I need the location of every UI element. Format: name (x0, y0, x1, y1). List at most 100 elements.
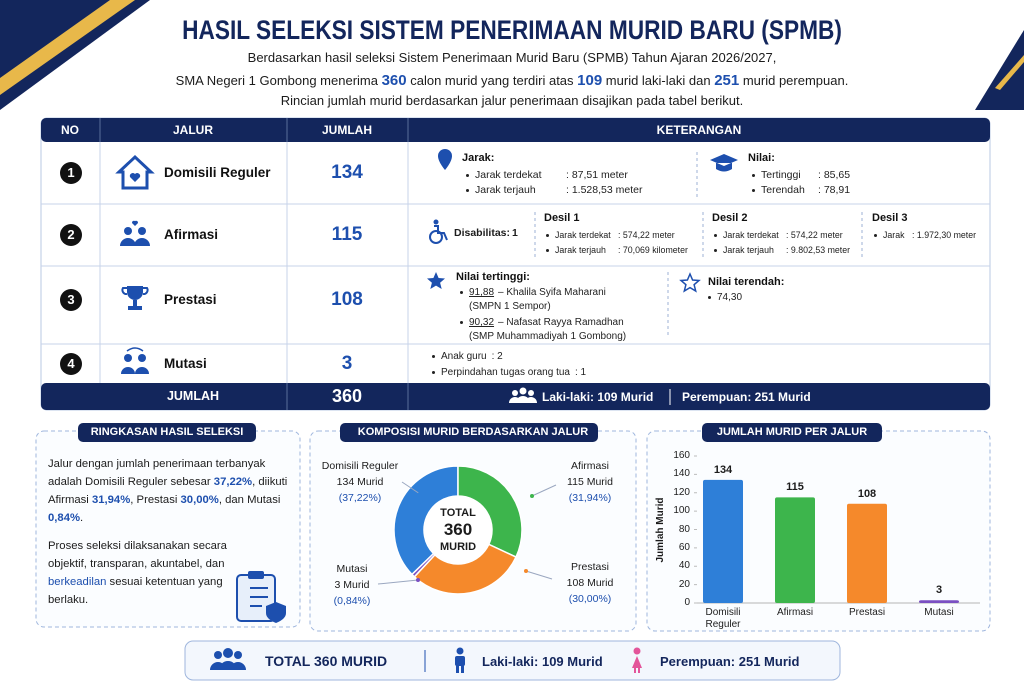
item-label: Jarak (883, 230, 905, 240)
group-title: Nilai tertinggi: (456, 271, 530, 283)
center-label: MURID (439, 541, 477, 553)
footer-total: TOTAL 360 MURID (265, 653, 388, 669)
pie-percent-label: (0,84%) (333, 595, 371, 607)
detail-item: Terendah (752, 184, 805, 197)
trophy-icon (121, 286, 149, 310)
footer-female: Perempuan: 251 Murid (660, 654, 800, 669)
page-title: HASIL SELEKSI SISTEM PENERIMAAN MURID BA… (182, 15, 842, 45)
pie-percent-label: (31,94%) (568, 492, 612, 504)
table-header-bg (41, 118, 990, 142)
pie-label: Prestasi (571, 561, 609, 573)
text-segment: Proses seleksi dilaksanakan secara objek… (48, 540, 227, 570)
item-value: : 9.802,53 meter (786, 245, 851, 255)
intro-line: SMA Negeri 1 Gombong menerima 360 calon … (176, 72, 849, 90)
item-value: : 574,22 meter (618, 230, 675, 240)
item-value: : 1.972,30 meter (912, 230, 977, 240)
highlight: 360 (381, 72, 407, 89)
pie-slice (393, 465, 459, 576)
group-title: Desil 3 (872, 212, 908, 224)
row-number: 3 (67, 292, 75, 307)
x-tick-label: Domisili Reguler (705, 607, 741, 630)
house-icon (115, 154, 155, 190)
item-label: Terendah (761, 184, 805, 196)
leader-dot (524, 569, 528, 573)
text-segment: . (80, 512, 84, 524)
highlight: 251 (714, 72, 740, 89)
row-icons (115, 149, 738, 403)
y-tick-label: 40 (678, 560, 690, 572)
leader-line (531, 484, 557, 497)
bullet (432, 354, 435, 358)
column-header: KETERANGAN (656, 123, 742, 137)
center-label: 360 (443, 520, 473, 539)
pie-value-label: 3 Murid (334, 579, 370, 591)
detail-item: Jarak terdekat (546, 230, 611, 241)
item-label: Perpindahan tugas orang tua (441, 367, 570, 378)
pie-slice (457, 465, 523, 559)
leader-dot (416, 578, 420, 582)
footer-box (184, 640, 841, 681)
group-title: Nilai terendah: (708, 276, 785, 288)
item-note: (SMPN 1 Sempor) (469, 301, 551, 312)
highlight: 37,22% (213, 476, 253, 488)
jalur-name: Mutasi (164, 356, 207, 371)
y-tick-label: 100 (673, 505, 690, 517)
group-title: Desil 2 (712, 212, 748, 224)
column-header: NO (61, 123, 79, 137)
bullet (466, 173, 469, 177)
item-label: Tertinggi (761, 169, 801, 181)
text-segment: , dan Mutasi (218, 494, 281, 506)
detail-item: 74,30 (708, 292, 742, 304)
pin-icon (438, 149, 452, 170)
bar (703, 479, 743, 603)
text-segment: Rincian jumlah murid berdasarkan jalur p… (280, 93, 744, 108)
group-title: Jarak: (462, 152, 495, 164)
item-label: Jarak terdekat (555, 230, 611, 240)
highlight: 109 (577, 72, 603, 89)
jalur-count: 3 (341, 353, 353, 374)
people-icon (120, 220, 150, 246)
item-text: – Khalila Syifa Maharani (498, 287, 606, 298)
text-segment: murid laki-laki dan (602, 73, 715, 88)
star-outline-icon (679, 272, 701, 293)
y-tick-label: 60 (678, 541, 690, 553)
item-label: Jarak terjauh (555, 245, 606, 255)
pie-slice (410, 552, 436, 578)
jalur-name: Afirmasi (164, 227, 219, 242)
title-badge (340, 423, 598, 442)
y-tick-label: 80 (678, 523, 690, 535)
summary-paragraph: Jalur dengan jumlah penerimaan terbanyak… (48, 455, 288, 527)
footer-people-icon (210, 648, 246, 670)
detail-item: 91,88– Khalila Syifa Maharani (460, 287, 606, 299)
detail-item: Jarak terdekat (714, 230, 779, 241)
highlight: 30,00% (180, 494, 219, 506)
leader-line (377, 579, 419, 585)
detail-item: Jarak terjauh (466, 184, 536, 197)
item-text: 74,30 (717, 292, 743, 303)
group-title: Nilai: (748, 152, 775, 164)
y-tick-label: 20 (678, 578, 690, 590)
pie-value-label: 108 Murid (566, 577, 614, 589)
bar (847, 503, 887, 603)
item-text: – Nafasat Rayya Ramadhan (498, 317, 624, 328)
leader-line (401, 481, 421, 495)
bar-value-label: 3 (935, 584, 943, 597)
item-label: Jarak terdekat (723, 230, 779, 240)
bullet (752, 173, 755, 177)
text-segment: murid perempuan. (739, 73, 849, 88)
text-segment: , diikuti Afirmasi (48, 476, 288, 506)
bullet (460, 320, 463, 324)
header-dividers (99, 118, 409, 410)
bar (919, 600, 959, 603)
table-grid (41, 142, 990, 383)
pie-label: Afirmasi (571, 460, 609, 472)
bullet (460, 290, 463, 294)
column-header: JALUR (172, 123, 214, 137)
corner-decoration (975, 30, 1024, 110)
y-axis-label: Jumlah Murid (655, 497, 666, 563)
bullet (708, 295, 711, 299)
column-header: JUMLAH (322, 123, 372, 137)
intro-line: Berdasarkan hasil seleksi Sistem Penerim… (248, 50, 777, 66)
item-label: Jarak terjauh (723, 245, 774, 255)
